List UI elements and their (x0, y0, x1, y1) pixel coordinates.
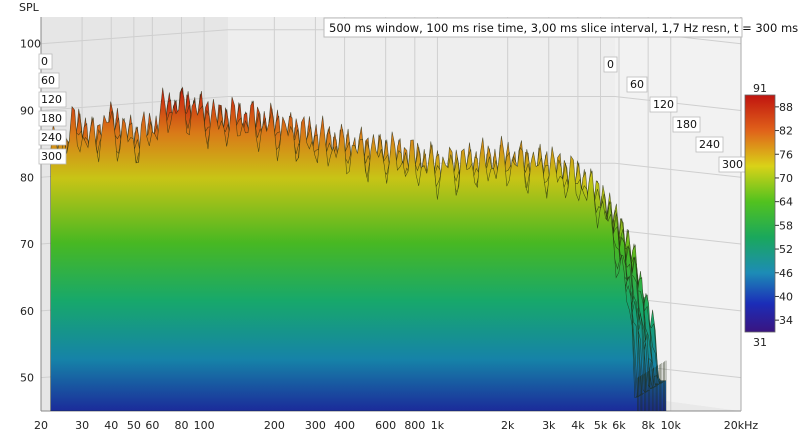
colorbar-tick-label: 58 (779, 219, 793, 232)
time-tick-label-left: 0 (41, 55, 48, 68)
time-tick-box-left (38, 91, 67, 108)
time-tick-label-left: 180 (41, 112, 62, 125)
colorbar-tick-label: 40 (779, 290, 793, 303)
time-tick-box-right (695, 136, 724, 153)
time-tick-box-left (38, 53, 53, 70)
time-tick-box-right (672, 116, 701, 133)
waterfall-surface (50, 86, 667, 411)
waterfall-slice (50, 87, 638, 411)
time-tick-label-right: 240 (699, 138, 720, 151)
time-tick-box-left (38, 72, 60, 89)
x-tick-label: 10k (661, 419, 682, 432)
x-tick-label: 50 (127, 419, 141, 432)
x-tick-label: 800 (404, 419, 425, 432)
x-tick-label: 300 (305, 419, 326, 432)
x-tick-label: 20 (34, 419, 48, 432)
x-tick-label: 40 (104, 419, 118, 432)
x-tick-label: 4k (571, 419, 585, 432)
y-tick-label: 80 (20, 171, 34, 184)
x-tick-label: 1k (431, 419, 445, 432)
time-tick-label-right: 60 (630, 78, 644, 91)
x-tick-label: 3k (542, 419, 556, 432)
colorbar-min-label: 31 (753, 336, 767, 349)
y-gridline-left (40, 29, 229, 45)
time-tick-box-right (626, 76, 648, 93)
x-tick-label: 60 (145, 419, 159, 432)
colorbar-max-label: 91 (753, 82, 767, 95)
colorbar-tick-label: 64 (779, 196, 793, 209)
colorbar-gradient (744, 94, 776, 333)
time-tick-label-right: 0 (607, 58, 614, 71)
y-axis-label: SPL (19, 1, 40, 14)
time-tick-box-right (649, 96, 678, 113)
x-tick-label: 200 (264, 419, 285, 432)
x-tick-label: 20kHz (724, 419, 759, 432)
x-tick-label: 80 (174, 419, 188, 432)
time-tick-label-left: 60 (41, 74, 55, 87)
time-tick-box-left (38, 129, 67, 146)
colorbar-tick-label: 52 (779, 243, 793, 256)
colorbar-tick-label: 46 (779, 267, 793, 280)
x-tick-label: 100 (194, 419, 215, 432)
time-tick-box-left (38, 148, 67, 165)
time-tick-box-right (603, 56, 618, 73)
x-tick-label: 600 (375, 419, 396, 432)
y-gridline-right (614, 229, 742, 245)
y-tick-label: 60 (20, 305, 34, 318)
x-tick-label: 6k (612, 419, 626, 432)
colorbar-tick-label: 70 (779, 172, 793, 185)
y-gridline-right (614, 95, 742, 111)
y-tick-label: 100 (20, 38, 41, 51)
time-tick-label-right: 300 (722, 158, 743, 171)
colorbar-tick-label: 88 (779, 101, 793, 114)
x-tick-label: 400 (334, 419, 355, 432)
x-tick-label: 5k (594, 419, 608, 432)
title-box: 500 ms window, 100 ms rise time, 3,00 ms… (323, 17, 798, 38)
x-tick-label: 30 (75, 419, 89, 432)
time-tick-label-right: 180 (676, 118, 697, 131)
colorbar-tick-label: 76 (779, 148, 793, 161)
time-tick-label-right: 120 (653, 98, 674, 111)
colorbar-tick-label: 34 (779, 314, 793, 327)
time-tick-label-left: 120 (41, 93, 62, 106)
time-tick-label-left: 300 (41, 150, 62, 163)
y-tick-label: 90 (20, 104, 34, 117)
colorbar: 91 31 88 82 76 70 64 58 52 46 40 34 (744, 82, 793, 349)
chart-title: 500 ms window, 100 ms rise time, 3,00 ms… (329, 21, 798, 35)
time-tick-box-left (38, 110, 67, 127)
y-tick-label: 70 (20, 238, 34, 251)
x-tick-label: 8k (641, 419, 655, 432)
y-tick-label: 50 (20, 372, 34, 385)
y-gridline-right (614, 162, 742, 178)
colorbar-tick-label: 82 (779, 125, 793, 138)
time-tick-label-left: 240 (41, 131, 62, 144)
x-tick-label: 2k (501, 419, 515, 432)
